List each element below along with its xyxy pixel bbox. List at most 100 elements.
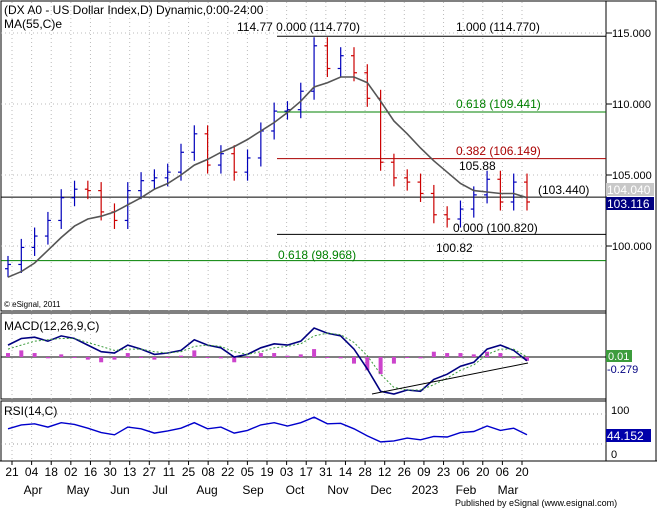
price-tick-label: 115.000 [612,28,651,40]
price-bar [31,227,38,256]
price-bar [404,169,411,191]
rsi-value: 44.152 [607,429,644,443]
macd-trendline [371,362,529,395]
rsi-panel-frame [0,400,607,462]
rsi-value-box [606,429,651,442]
price-bar [510,173,517,211]
x-tick-label: 21 [5,465,19,479]
x-tick-label: 19 [260,465,274,479]
chart-title: (DX A0 - US Dollar Index,D) Dynamic,0:00… [4,3,264,17]
price-tick-label: 110.000 [612,99,651,111]
price-bar [191,125,198,161]
macd-histogram-bar [391,357,396,364]
price-bar [324,37,331,78]
price-bar [204,125,211,174]
low-annotation: 100.82 [436,241,473,255]
macd-histogram-bar [471,354,476,357]
month-label: Nov [327,483,348,497]
rsi-line [7,416,528,443]
macd-histogram-bar [312,349,317,357]
right-axis-frame [605,0,657,462]
macd-value-1: 0.01 [608,351,629,363]
x-tick-label: 08 [201,465,215,479]
copyright-text: © eSignal, 2011 [4,300,61,309]
x-tick-label: 14 [339,465,353,479]
month-label: Feb [456,483,477,497]
macd-histogram-bar [352,357,356,364]
month-label: Jul [152,483,167,497]
macd-histogram-bar [258,353,263,357]
macd-histogram-bar [152,357,157,360]
level-label-103440: (103.440) [538,183,589,197]
macd-histogram-bar [139,357,144,358]
x-tick-label: 05 [241,465,255,479]
month-label: Mar [498,483,519,497]
price-tick-label: 100.000 [612,241,652,253]
ma-55-line [7,76,528,278]
last-value-box-2 [606,197,654,210]
price-bar [231,145,238,181]
price-bar [390,153,397,187]
month-label: Oct [286,483,305,497]
macd-histogram-bar [418,357,423,359]
macd-histogram-bar [125,353,130,357]
level-label-1000: 1.000 (114.770) [456,20,540,34]
x-tick-label: 18 [45,465,59,479]
macd-histogram-bar [338,357,343,359]
x-tick-label: 17 [300,465,314,479]
macd-panel-frame [0,312,607,400]
month-label: Jun [110,483,129,497]
macd-histogram-bar [192,350,197,357]
price-bar [311,37,318,100]
price-bar [18,238,25,273]
macd-line [7,327,528,395]
price-bar [84,180,91,200]
price-bar [5,255,11,278]
x-tick-label: 11 [163,465,176,479]
macd-histogram-bar [498,353,503,357]
month-label: Sep [242,483,264,497]
level-label-0382: 0.382 (106.149) [456,144,541,158]
x-tick-label: 13 [123,465,137,479]
x-tick-label: 16 [84,465,98,479]
price-bar [444,206,451,228]
x-tick-label: 20 [515,465,529,479]
macd-histogram-bar [205,357,210,358]
level-label-0618-lower: 0.618 (98.968) [278,248,356,262]
last-value-2: 103.116 [607,197,650,211]
macd-histogram-bar [179,355,183,357]
price-bar [98,182,105,221]
macd-histogram-bar [458,353,463,357]
macd-histogram-bar [6,353,10,357]
price-bar [44,211,51,245]
macd-histogram-bar [365,357,370,371]
x-tick-label: 22 [221,465,235,479]
macd-histogram-bar [431,351,436,357]
macd-value-2: -0.279 [607,364,638,376]
price-bar [457,200,464,228]
x-tick-label: 31 [319,465,333,479]
price-bar [217,145,224,174]
macd-histogram-bar [298,354,303,357]
macd-histogram-bar [99,357,104,363]
macd-histogram-bar [45,357,50,359]
macd-histogram-bar [272,353,277,357]
macd-histogram-bar [325,357,330,358]
price-bar [138,172,145,200]
signal-line [7,332,528,391]
month-label: 2023 [412,483,439,497]
macd-histogram-bar [245,357,250,358]
price-bar [351,47,357,82]
macd-histogram-bar [112,357,117,360]
macd-histogram-bar [59,354,64,357]
macd-value-box-1 [606,350,632,362]
x-tick-label: 02 [64,465,78,479]
month-label: Aug [196,483,217,497]
price-bar [524,173,530,211]
x-tick-label: 03 [280,465,294,479]
x-tick-label: 06 [496,465,510,479]
macd-histogram-bar [445,353,450,357]
macd-histogram-bar [32,353,37,357]
x-tick-label: 23 [437,465,451,479]
price-bar [417,173,424,202]
